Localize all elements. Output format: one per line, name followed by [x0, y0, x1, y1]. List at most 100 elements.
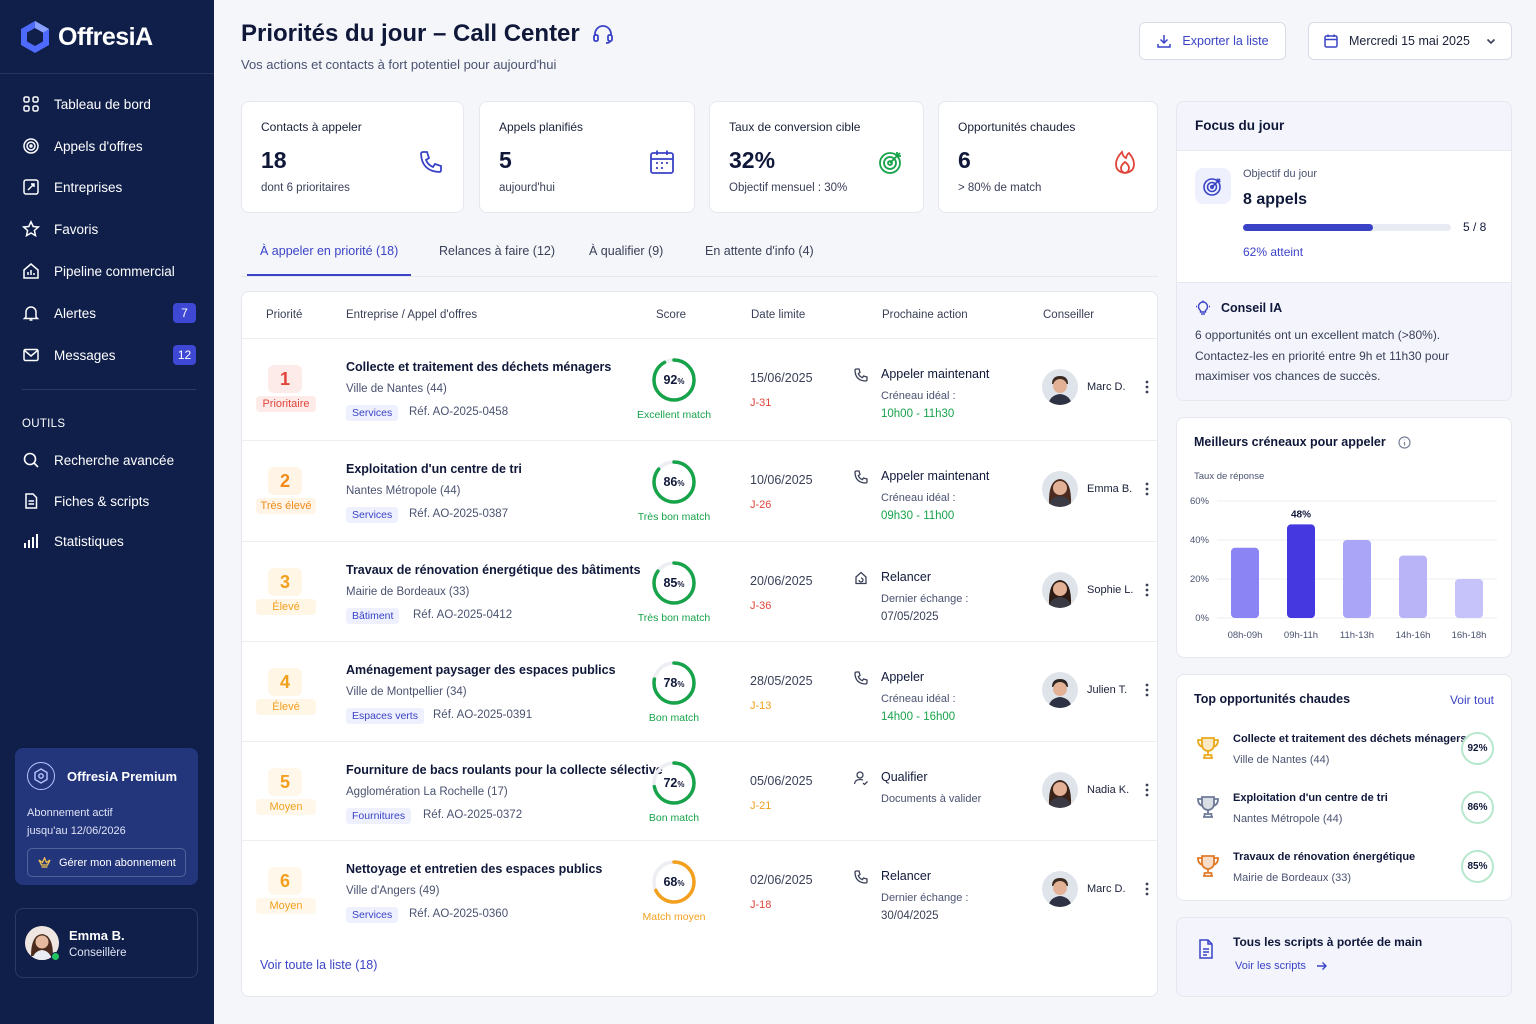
more-options-icon[interactable]	[1142, 582, 1152, 598]
sidebar-item-favorites[interactable]: Favoris	[0, 209, 214, 249]
column-header-deadline[interactable]: Date limite	[751, 309, 806, 321]
column-header-score[interactable]: Score	[656, 309, 687, 321]
more-options-icon[interactable]	[1142, 682, 1152, 698]
avatar	[1042, 369, 1078, 405]
date-selector[interactable]: Mercredi 15 mai 2025	[1308, 22, 1512, 60]
scripts-title: Tous les scripts à portée de main	[1233, 935, 1423, 949]
more-options-icon[interactable]	[1142, 881, 1152, 897]
phone-icon	[854, 671, 868, 685]
focus-panel: Focus du jour Objectif du jour 8 appels …	[1176, 101, 1512, 401]
days-remaining: J-36	[750, 600, 772, 612]
column-header-next-action[interactable]: Prochaine action	[882, 309, 968, 321]
kpi-sub: Objectif mensuel : 30%	[729, 182, 848, 194]
next-action-value: 30/04/2025	[881, 910, 939, 922]
sidebar-item-label: Entreprises	[54, 179, 123, 195]
sidebar-item-label: Favoris	[54, 221, 99, 237]
chart-x-tick-label: 16h-18h	[1452, 630, 1487, 641]
table-row[interactable]: 2 Très élevé Exploitation d'un centre de t…	[242, 440, 1157, 540]
tender-title[interactable]: Collecte et traitement des déchets ménag…	[346, 360, 612, 374]
table-row[interactable]: 4 Élevé Aménagement paysager des espaces p…	[242, 641, 1157, 741]
sidebar-item-dashboard[interactable]: Tableau de bord	[0, 84, 214, 124]
sidebar-item-statistics[interactable]: Statistiques	[0, 521, 214, 561]
score-percent-sign: %	[677, 780, 685, 789]
score-label: Bon match	[648, 712, 700, 724]
column-header-priority[interactable]: Priorité	[266, 309, 303, 321]
chart-x-tick-label: 14h-16h	[1396, 630, 1431, 641]
next-action-detail: Dernier échange :	[881, 892, 969, 904]
daily-objective: Objectif du jour 8 appels 5 / 8 62% atte…	[1177, 150, 1511, 283]
next-action[interactable]: Relancer	[881, 570, 932, 584]
sidebar-item-messages[interactable]: Messages 12	[0, 335, 214, 375]
manage-subscription-button[interactable]: Gérer mon abonnement	[27, 848, 186, 877]
sidebar-item-companies[interactable]: Entreprises	[0, 167, 214, 207]
next-action[interactable]: Appeler maintenant	[881, 367, 990, 381]
trophy-silver-icon	[1197, 796, 1219, 818]
sidebar-item-advanced-search[interactable]: Recherche avancée	[0, 440, 214, 480]
tender-title[interactable]: Aménagement paysager des espaces publics	[346, 663, 616, 677]
next-action[interactable]: Appeler maintenant	[881, 469, 990, 483]
ai-advice-text: 6 opportunités ont un excellent match (>…	[1195, 328, 1449, 383]
table-row[interactable]: 5 Moyen Fourniture de bacs roulants pour l…	[242, 741, 1157, 841]
tender-reference: Réf. AO-2025-0372	[423, 809, 523, 821]
tender-organization: Ville de Montpellier (34)	[346, 686, 467, 698]
objective-progress-fill	[1243, 224, 1373, 231]
opportunity-item[interactable]: Travaux de rénovation énergétique Mairie …	[1177, 849, 1511, 904]
more-options-icon[interactable]	[1142, 782, 1152, 798]
target-icon	[879, 152, 901, 174]
table-row[interactable]: 3 Élevé Travaux de rénovation énergétique …	[242, 541, 1157, 641]
tab-priority[interactable]: À appeler en priorité (18)	[260, 244, 399, 258]
more-options-icon[interactable]	[1142, 379, 1152, 395]
sidebar-item-alerts[interactable]: Alertes 7	[0, 293, 214, 333]
more-options-icon[interactable]	[1142, 481, 1152, 497]
next-action-value: 14h00 - 16h00	[881, 711, 956, 723]
opportunity-item[interactable]: Exploitation d'un centre de tri Nantes Mé…	[1177, 790, 1511, 845]
export-list-button[interactable]: Exporter la liste	[1139, 22, 1286, 60]
column-header-advisor[interactable]: Conseiller	[1043, 309, 1095, 321]
tender-title[interactable]: Exploitation d'un centre de tri	[346, 462, 522, 476]
premium-logo-icon	[27, 762, 55, 790]
avatar	[1042, 672, 1078, 708]
tab-awaiting-info[interactable]: En attente d'info (4)	[705, 244, 814, 258]
tab-to-qualify[interactable]: À qualifier (9)	[589, 244, 664, 258]
table-row[interactable]: 6 Moyen Nettoyage et entretien des espaces…	[242, 840, 1157, 940]
priority-label: Élevé	[256, 599, 316, 615]
see-full-list-link[interactable]: Voir toute la liste (18)	[260, 958, 378, 972]
score-percent-sign: %	[677, 680, 685, 689]
app-logo[interactable]: OffresiA	[20, 20, 153, 54]
priority-rank: 5	[268, 768, 302, 796]
action-icon	[853, 770, 869, 786]
see-all-opportunities-link[interactable]: Voir tout	[1449, 693, 1494, 707]
kpi-value: 32%	[729, 147, 776, 173]
next-action[interactable]: Appeler	[881, 670, 925, 684]
premium-card: OffresiA Premium Abonnement actif jusqu'…	[15, 748, 198, 885]
sidebar-item-tenders[interactable]: Appels d'offres	[0, 126, 214, 166]
next-action[interactable]: Qualifier	[881, 770, 928, 784]
priority-label: Très élevé	[256, 498, 316, 514]
tender-title[interactable]: Travaux de rénovation énergétique des bâ…	[346, 563, 641, 577]
score-ring	[652, 561, 696, 605]
score-value: 68%	[650, 875, 698, 889]
chart-x-tick-label: 09h-11h	[1284, 630, 1318, 641]
score-ring	[652, 761, 696, 805]
column-header-company[interactable]: Entreprise / Appel d'offres	[346, 309, 478, 321]
tender-organization: Nantes Métropole (44)	[346, 485, 461, 497]
sidebar-item-scripts[interactable]: Fiches & scripts	[0, 481, 214, 521]
score-label: Excellent match	[636, 409, 712, 421]
page-subtitle: Vos actions et contacts à fort potentiel…	[241, 57, 557, 72]
next-action-detail: Créneau idéal :	[881, 693, 956, 705]
tender-title[interactable]: Fourniture de bacs roulants pour la coll…	[346, 763, 663, 777]
tab-follow-ups[interactable]: Relances à faire (12)	[439, 244, 556, 258]
priority-label: Prioritaire	[256, 396, 316, 412]
table-row[interactable]: 1 Prioritaire Collecte et traitement des d…	[242, 338, 1157, 438]
see-scripts-link[interactable]: Voir les scripts	[1235, 960, 1328, 972]
tender-title[interactable]: Nettoyage et entretien des espaces publi…	[346, 862, 603, 876]
opportunity-item[interactable]: Collecte et traitement des déchets ménag…	[1177, 731, 1511, 786]
best-slots-title: Meilleurs créneaux pour appeler	[1194, 435, 1386, 449]
next-action[interactable]: Relancer	[881, 869, 932, 883]
sidebar-item-pipeline[interactable]: Pipeline commercial	[0, 251, 214, 291]
sidebar-item-label: Tableau de bord	[54, 96, 151, 112]
user-profile[interactable]: Emma B. Conseillère	[15, 908, 198, 978]
opportunity-organization: Nantes Métropole (44)	[1233, 813, 1343, 825]
info-icon[interactable]	[1398, 435, 1411, 449]
headset-icon	[592, 25, 613, 44]
